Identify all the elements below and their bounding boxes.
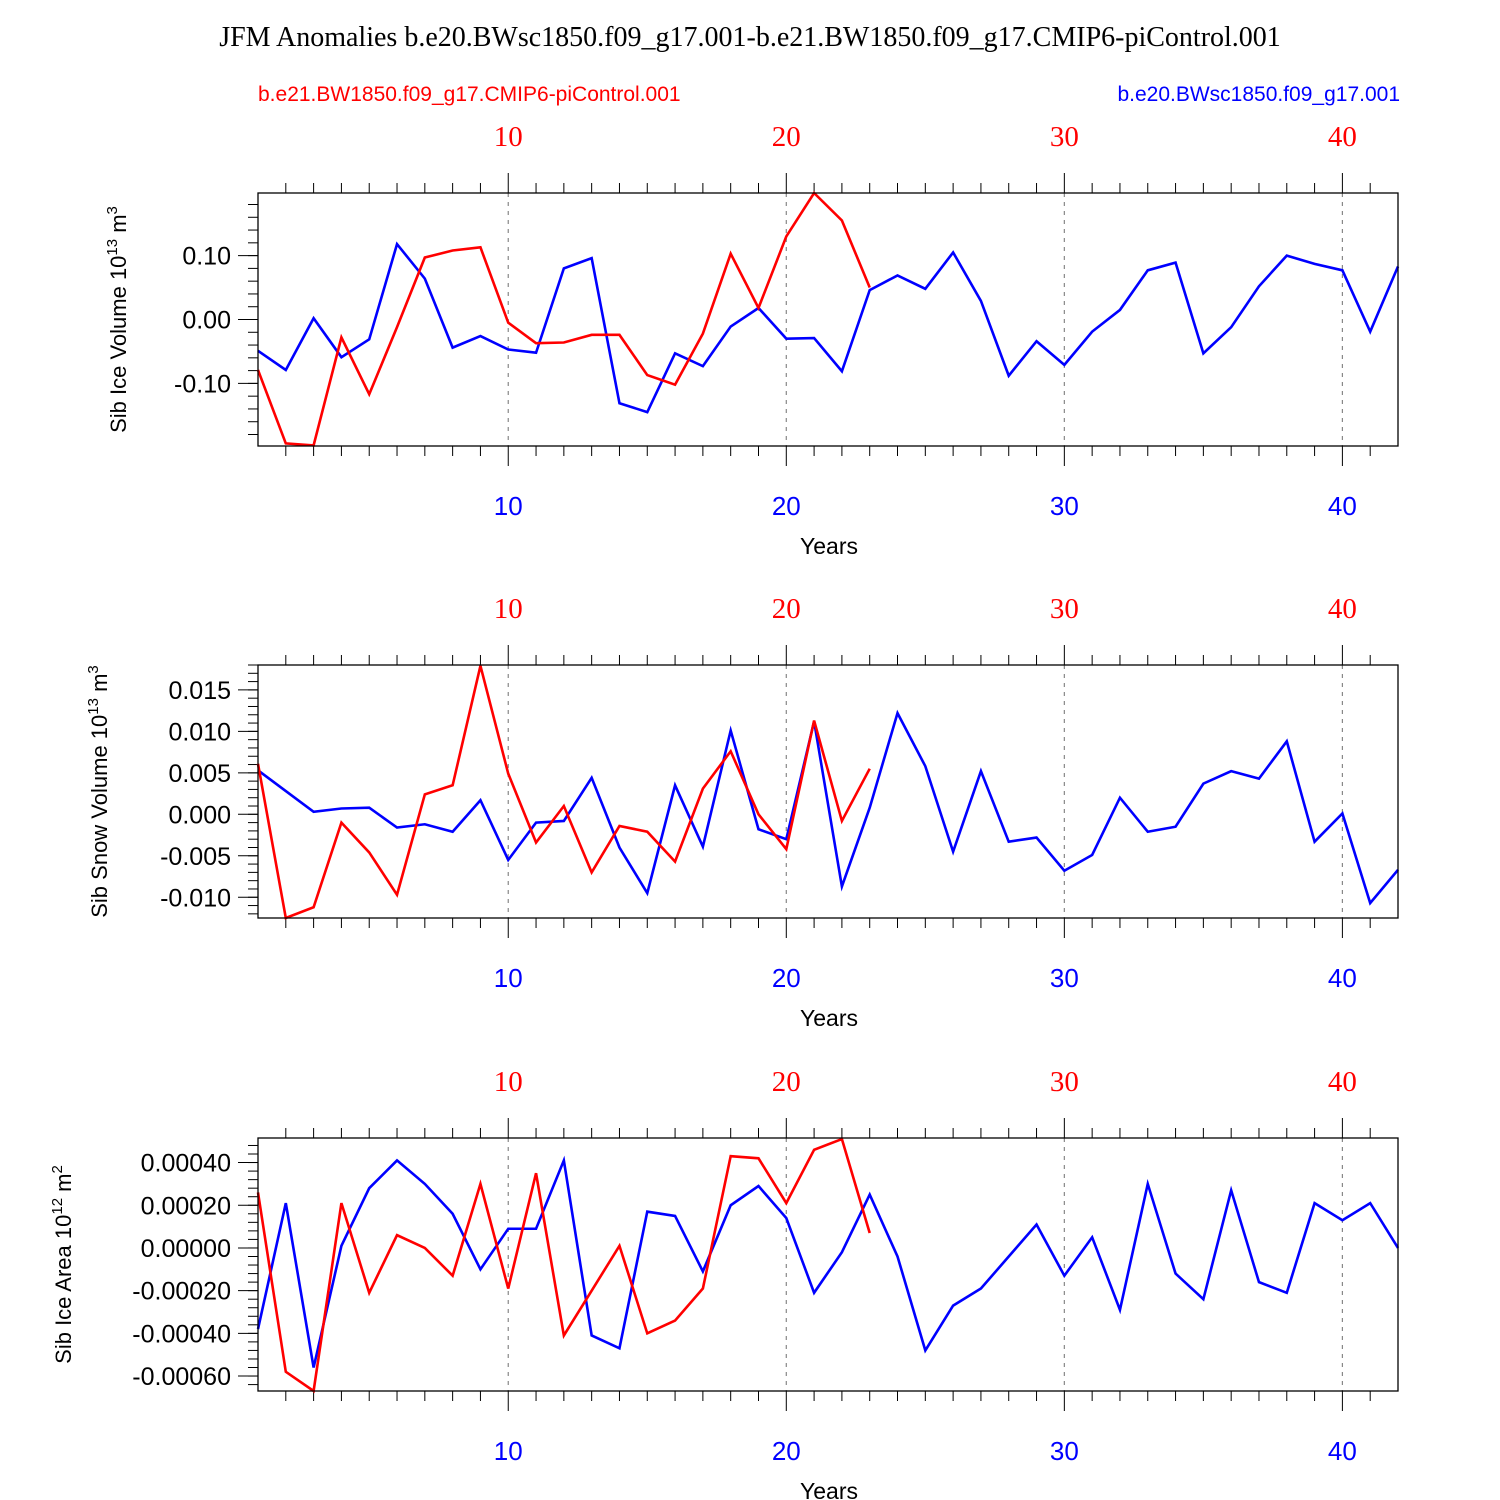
bottom-x-tick-label: 40 bbox=[1328, 491, 1357, 521]
bottom-x-tick-label: 20 bbox=[772, 491, 801, 521]
y-tick-label: -0.10 bbox=[174, 370, 231, 398]
y-axis-label-ylabel-exp: 13 bbox=[85, 698, 102, 715]
top-x-tick-label: 30 bbox=[1050, 593, 1079, 625]
y-tick-label: -0.00060 bbox=[132, 1363, 231, 1391]
top-x-tick-label: 20 bbox=[772, 121, 801, 153]
x-axis-label: Years bbox=[800, 1005, 858, 1031]
panels: 0.10 0.00 -0.10 10 10 20 20 30 30 40 40 Years Sib Ic… bbox=[49, 121, 1400, 1500]
y-tick-label: 0.000 bbox=[168, 801, 231, 829]
bottom-x-tick-label: 40 bbox=[1328, 1436, 1357, 1466]
y-axis-label: Sib Ice Volume 1013 m3 bbox=[104, 206, 131, 433]
y-axis-label-ylabel-main: Sib Snow Volume 10 bbox=[87, 715, 112, 918]
plot-frame bbox=[257, 192, 1399, 447]
series-line-blue bbox=[257, 709, 1399, 906]
y-tick-label: 0.005 bbox=[168, 760, 231, 788]
y-axis-label: Sib Ice Area 1012 m2 bbox=[49, 1165, 76, 1364]
y-axis-label-ylabel-unit: m bbox=[51, 1173, 76, 1197]
top-x-tick-label: 20 bbox=[772, 593, 801, 625]
y-tick-label: 0.015 bbox=[168, 677, 231, 705]
y-tick-label: 0.010 bbox=[168, 718, 231, 746]
y-axis-label-ylabel-main: Sib Ice Volume 10 bbox=[106, 256, 131, 433]
y-axis-label-ylabel-unit: m bbox=[87, 674, 112, 698]
y-tick-label: 0.00000 bbox=[141, 1235, 231, 1263]
bottom-x-tick-label: 10 bbox=[494, 963, 523, 993]
y-axis-label-ylabel-unit: m bbox=[106, 214, 131, 238]
legend-red-label: b.e21.BW1850.f09_g17.CMIP6-piControl.001 bbox=[258, 83, 681, 106]
panel-1: 0.10 0.00 -0.10 10 10 20 20 30 30 40 40 Years Sib Ic… bbox=[104, 121, 1400, 559]
y-axis-label: Sib Snow Volume 1013 m3 bbox=[85, 665, 112, 918]
bottom-x-tick-label: 10 bbox=[494, 491, 523, 521]
bottom-x-tick-label: 30 bbox=[1050, 963, 1079, 993]
bottom-x-tick-label: 40 bbox=[1328, 963, 1357, 993]
y-axis-label-ylabel-unit-exp: 3 bbox=[104, 206, 121, 214]
series-line-blue bbox=[256, 1155, 1400, 1368]
bottom-x-tick-label: 20 bbox=[772, 1436, 801, 1466]
series-line-red bbox=[256, 665, 871, 920]
y-axis-label-ylabel-unit-exp: 2 bbox=[49, 1165, 66, 1173]
top-x-tick-label: 40 bbox=[1328, 121, 1357, 153]
panel-3: 0.00040 0.00020 0.00000 -0.00020 -0.00040 -0.… bbox=[49, 1066, 1400, 1500]
legend-blue-label: b.e20.BWsc1850.f09_g17.001 bbox=[1117, 83, 1400, 106]
y-tick-label: 0.00040 bbox=[141, 1150, 231, 1178]
y-tick-label: 0.10 bbox=[182, 243, 231, 271]
y-axis-label-ylabel-unit-exp: 3 bbox=[85, 665, 102, 673]
top-x-tick-label: 40 bbox=[1328, 1066, 1357, 1098]
top-x-tick-label: 30 bbox=[1050, 1066, 1079, 1098]
top-x-tick-label: 10 bbox=[494, 121, 523, 153]
series-line-blue bbox=[257, 241, 1400, 414]
x-axis-label: Years bbox=[800, 533, 858, 559]
bottom-x-tick-label: 20 bbox=[772, 963, 801, 993]
bottom-x-tick-label: 30 bbox=[1050, 491, 1079, 521]
y-tick-label: 0.00 bbox=[182, 307, 231, 335]
y-tick-label: -0.010 bbox=[160, 884, 231, 912]
top-x-tick-label: 10 bbox=[494, 593, 523, 625]
y-axis-label-ylabel-exp: 12 bbox=[49, 1198, 66, 1215]
plot-frame bbox=[257, 664, 1399, 919]
top-x-tick-label: 20 bbox=[772, 1066, 801, 1098]
series-line-red bbox=[256, 190, 871, 447]
top-x-tick-label: 10 bbox=[494, 1066, 523, 1098]
y-tick-label: -0.00040 bbox=[132, 1320, 231, 1348]
y-tick-label: -0.00020 bbox=[132, 1278, 231, 1306]
figure-title: JFM Anomalies b.e20.BWsc1850.f09_g17.001… bbox=[219, 22, 1281, 53]
x-axis-label: Years bbox=[800, 1478, 858, 1500]
series-line-red bbox=[256, 1137, 871, 1394]
top-x-tick-label: 30 bbox=[1050, 121, 1079, 153]
y-axis-label-ylabel-main: Sib Ice Area 10 bbox=[51, 1215, 76, 1364]
y-axis-label-ylabel-exp: 13 bbox=[104, 239, 121, 256]
y-tick-label: 0.00020 bbox=[141, 1192, 231, 1220]
panel-2: 0.015 0.010 0.005 0.000 -0.005 -0.010 10 10 20 20… bbox=[85, 593, 1399, 1031]
bottom-x-tick-label: 30 bbox=[1050, 1436, 1079, 1466]
bottom-x-tick-label: 10 bbox=[494, 1436, 523, 1466]
plot-frame bbox=[257, 1137, 1399, 1392]
top-x-tick-label: 40 bbox=[1328, 593, 1357, 625]
y-tick-label: -0.005 bbox=[160, 843, 231, 871]
